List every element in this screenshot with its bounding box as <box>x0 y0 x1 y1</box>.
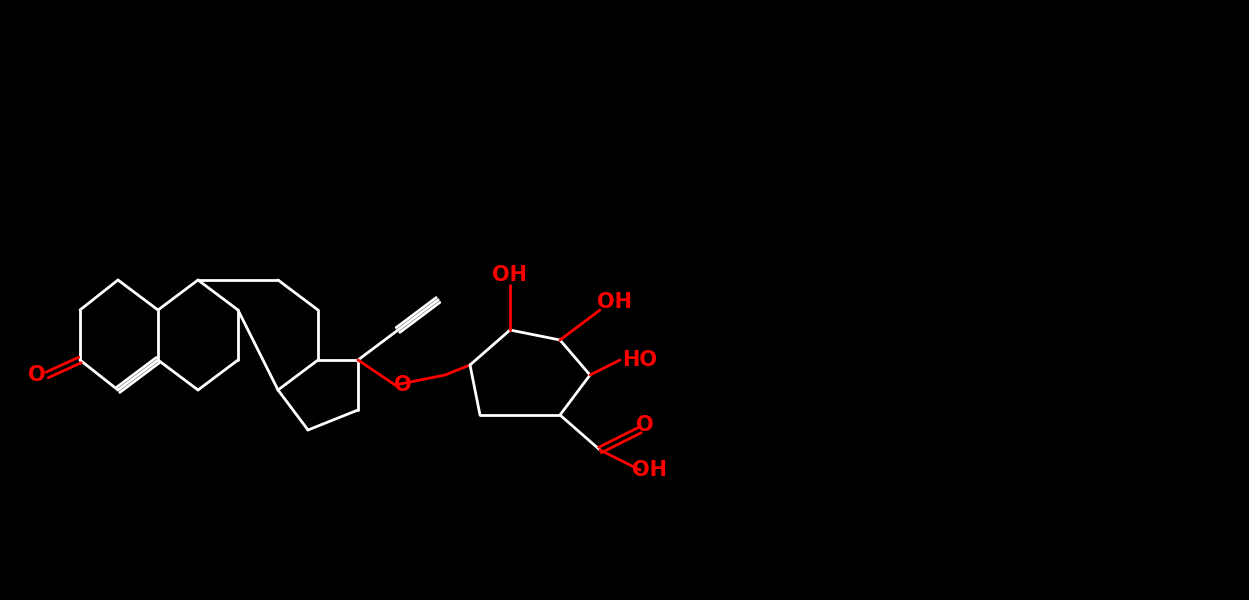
Text: OH: OH <box>492 265 527 285</box>
Text: O: O <box>636 415 653 435</box>
Text: HO: HO <box>622 350 657 370</box>
Text: OH: OH <box>632 460 667 480</box>
Text: O: O <box>395 375 412 395</box>
Text: OH: OH <box>597 292 632 312</box>
Text: O: O <box>29 365 46 385</box>
